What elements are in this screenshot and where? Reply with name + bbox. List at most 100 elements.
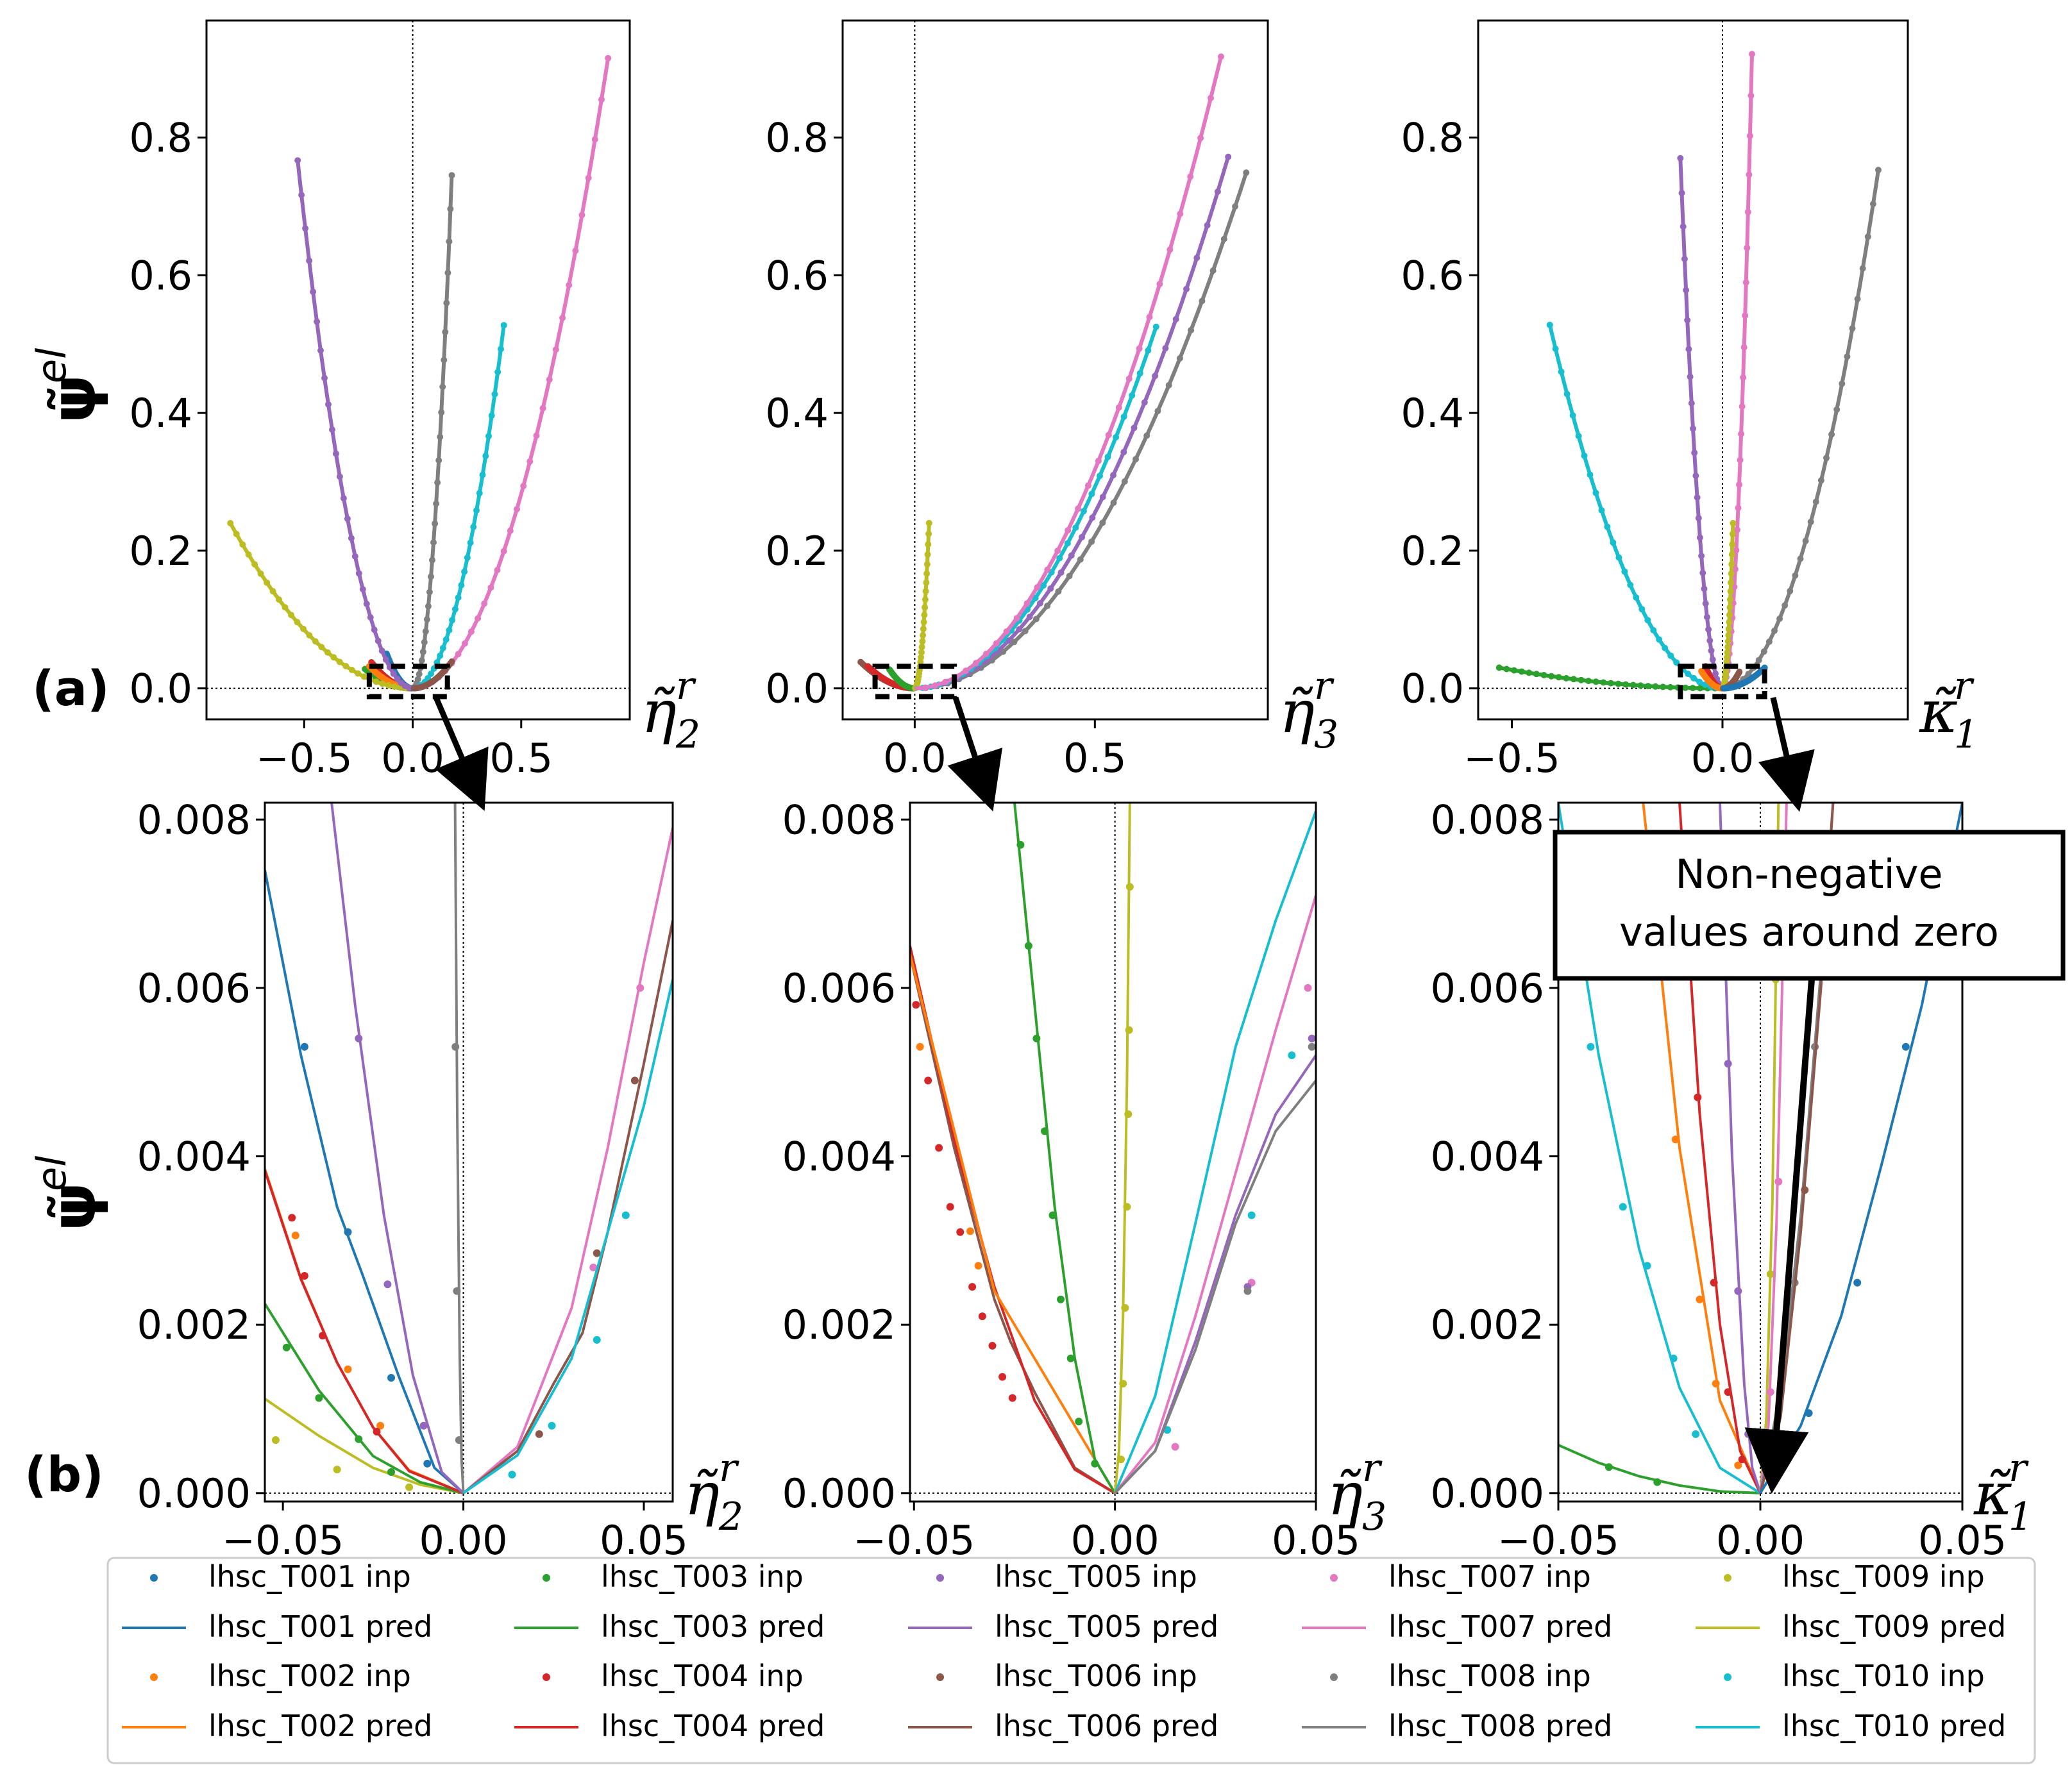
data-point-t009-inp [921, 612, 928, 619]
data-point-t003-inp [1526, 669, 1533, 676]
data-point-t008-inp [1875, 167, 1882, 174]
y-tick-label: 0.4 [1401, 390, 1464, 437]
data-point-t003-inp [1495, 664, 1503, 671]
axes-frame [841, 19, 1269, 721]
y-label-base: ψ̃ [38, 374, 110, 423]
data-point-t008-inp [1781, 602, 1789, 609]
data-point-t005-inp [1141, 399, 1148, 406]
data-point-t007-inp [572, 247, 579, 255]
data-point-t005-inp [336, 473, 343, 480]
data-point-t005-inp [1089, 514, 1096, 521]
data-point-t009-inp [1724, 649, 1731, 656]
data-point-t008-inp [1765, 638, 1773, 645]
data-point-t008-inp [1787, 587, 1794, 594]
data-point-t001-inp [423, 1459, 432, 1468]
data-point-t004-inp [1724, 1388, 1732, 1396]
data-point-t009-inp [288, 612, 294, 619]
data-point-t005-inp [1712, 670, 1719, 677]
data-point-t008-inp [1308, 1042, 1316, 1051]
legend: lhsc_T001 inp lhsc_T001 pred lhsc_T002 inp… [106, 1557, 2036, 1764]
data-point-t003-inp [1630, 682, 1637, 689]
data-point-t003-inp [387, 1468, 395, 1476]
legend-item: lhsc_T005 pred [908, 1609, 1218, 1644]
y-tick-label: 0.006 [1431, 965, 1545, 1012]
data-point-t002-inp [974, 1262, 982, 1270]
data-point-t007-inp [1744, 244, 1751, 251]
data-point-t005-inp [1680, 223, 1687, 230]
data-point-t008-inp [447, 205, 454, 212]
data-point-t010-inp [1247, 1211, 1256, 1219]
data-point-t010-inp [494, 369, 501, 376]
series-line-t010-pred [914, 326, 1158, 690]
data-point-t003-inp [1570, 676, 1577, 683]
data-point-t007-inp [1177, 210, 1184, 217]
data-point-t009-inp [1727, 588, 1734, 595]
data-point-t007-inp [475, 615, 482, 622]
series-line-t003-pred [265, 1303, 464, 1494]
data-point-t006-inp [1801, 1186, 1809, 1194]
data-point-t009-inp [1725, 625, 1732, 632]
data-point-t005-inp [1183, 285, 1190, 292]
data-point-t010-inp [1690, 674, 1697, 682]
data-point-t008-inp [434, 479, 441, 486]
data-point-t007-inp [507, 527, 514, 534]
panel-b1-eta2-zoom: 0.000 0.002 0.004 0.006 0.008 −0.05 0.00 0.05η̃… [137, 796, 744, 1564]
data-point-t008-inp [1854, 296, 1861, 303]
x-label-sub: 1 [2009, 1494, 2033, 1539]
y-tick-label: 0.004 [782, 1134, 897, 1180]
x-label-base: η̃ [641, 678, 677, 746]
data-point-t008-inp [1776, 615, 1783, 622]
data-point-t007-inp [494, 567, 501, 574]
legend-marker-point [936, 1574, 944, 1582]
data-point-t006-inp [535, 1430, 543, 1438]
series-line-t005-pred [1114, 1054, 1316, 1494]
y-axis-label-bottom: ψ̃ el [28, 1156, 110, 1231]
data-point-t001-inp [387, 1374, 395, 1382]
y-tick-label: 0.006 [137, 965, 251, 1012]
data-point-t001-inp [1901, 1042, 1910, 1051]
data-point-t004-inp [319, 1332, 327, 1340]
data-point-t007-inp [559, 314, 566, 321]
data-point-t007-inp [1749, 51, 1755, 58]
legend-label: lhsc_T006 inp [995, 1659, 1197, 1693]
legend-item: lhsc_T002 pred [122, 1709, 432, 1743]
data-point-t002-inp [1712, 1380, 1720, 1388]
data-point-t009-inp [1117, 1455, 1125, 1464]
legend-label: lhsc_T003 inp [601, 1559, 804, 1594]
data-point-t005-inp [294, 157, 301, 164]
data-point-t008-inp [429, 556, 435, 564]
data-point-t005-inp [1152, 372, 1159, 380]
data-point-t007-inp [1744, 208, 1751, 215]
data-point-t005-inp [1744, 1430, 1753, 1438]
legend-marker-point [936, 1673, 944, 1681]
data-point-t005-inp [1047, 585, 1054, 592]
data-point-t009-inp [385, 682, 392, 689]
data-point-t010-inp [439, 644, 446, 651]
data-point-t007-inp [1034, 584, 1041, 590]
data-point-t003-inp [1075, 1418, 1083, 1426]
data-point-t009-inp [227, 520, 234, 526]
data-point-t009-inp [925, 519, 932, 526]
data-point-t004-inp [1738, 1455, 1746, 1464]
data-point-t009-inp [918, 654, 925, 661]
data-point-t008-inp [1243, 169, 1250, 176]
data-point-t004-inp [978, 1312, 986, 1321]
series-line-t010-pred [1558, 803, 1762, 1494]
data-point-t008-inp [1176, 355, 1183, 362]
x-tick-label: −0.05 [222, 1517, 344, 1564]
data-point-t005-inp [1681, 255, 1688, 262]
data-point-t008-inp [1812, 498, 1819, 505]
data-point-t005-inp [332, 450, 339, 457]
data-point-t010-inp [548, 1421, 556, 1430]
data-point-t005-inp [1110, 472, 1116, 479]
data-point-t009-inp [333, 1466, 341, 1474]
y-label-sup: el [28, 1156, 75, 1191]
zoom-arrow-2 [947, 696, 1003, 812]
data-point-t008-inp [423, 616, 430, 623]
data-point-t008-inp [1864, 233, 1871, 240]
data-point-t005-inp [419, 1421, 428, 1430]
data-point-t010-inp [1598, 506, 1605, 514]
data-point-t009-inp [923, 579, 930, 586]
legend-item: lhsc_T010 pred [1696, 1709, 2006, 1743]
data-point-t008-inp [1032, 615, 1040, 623]
